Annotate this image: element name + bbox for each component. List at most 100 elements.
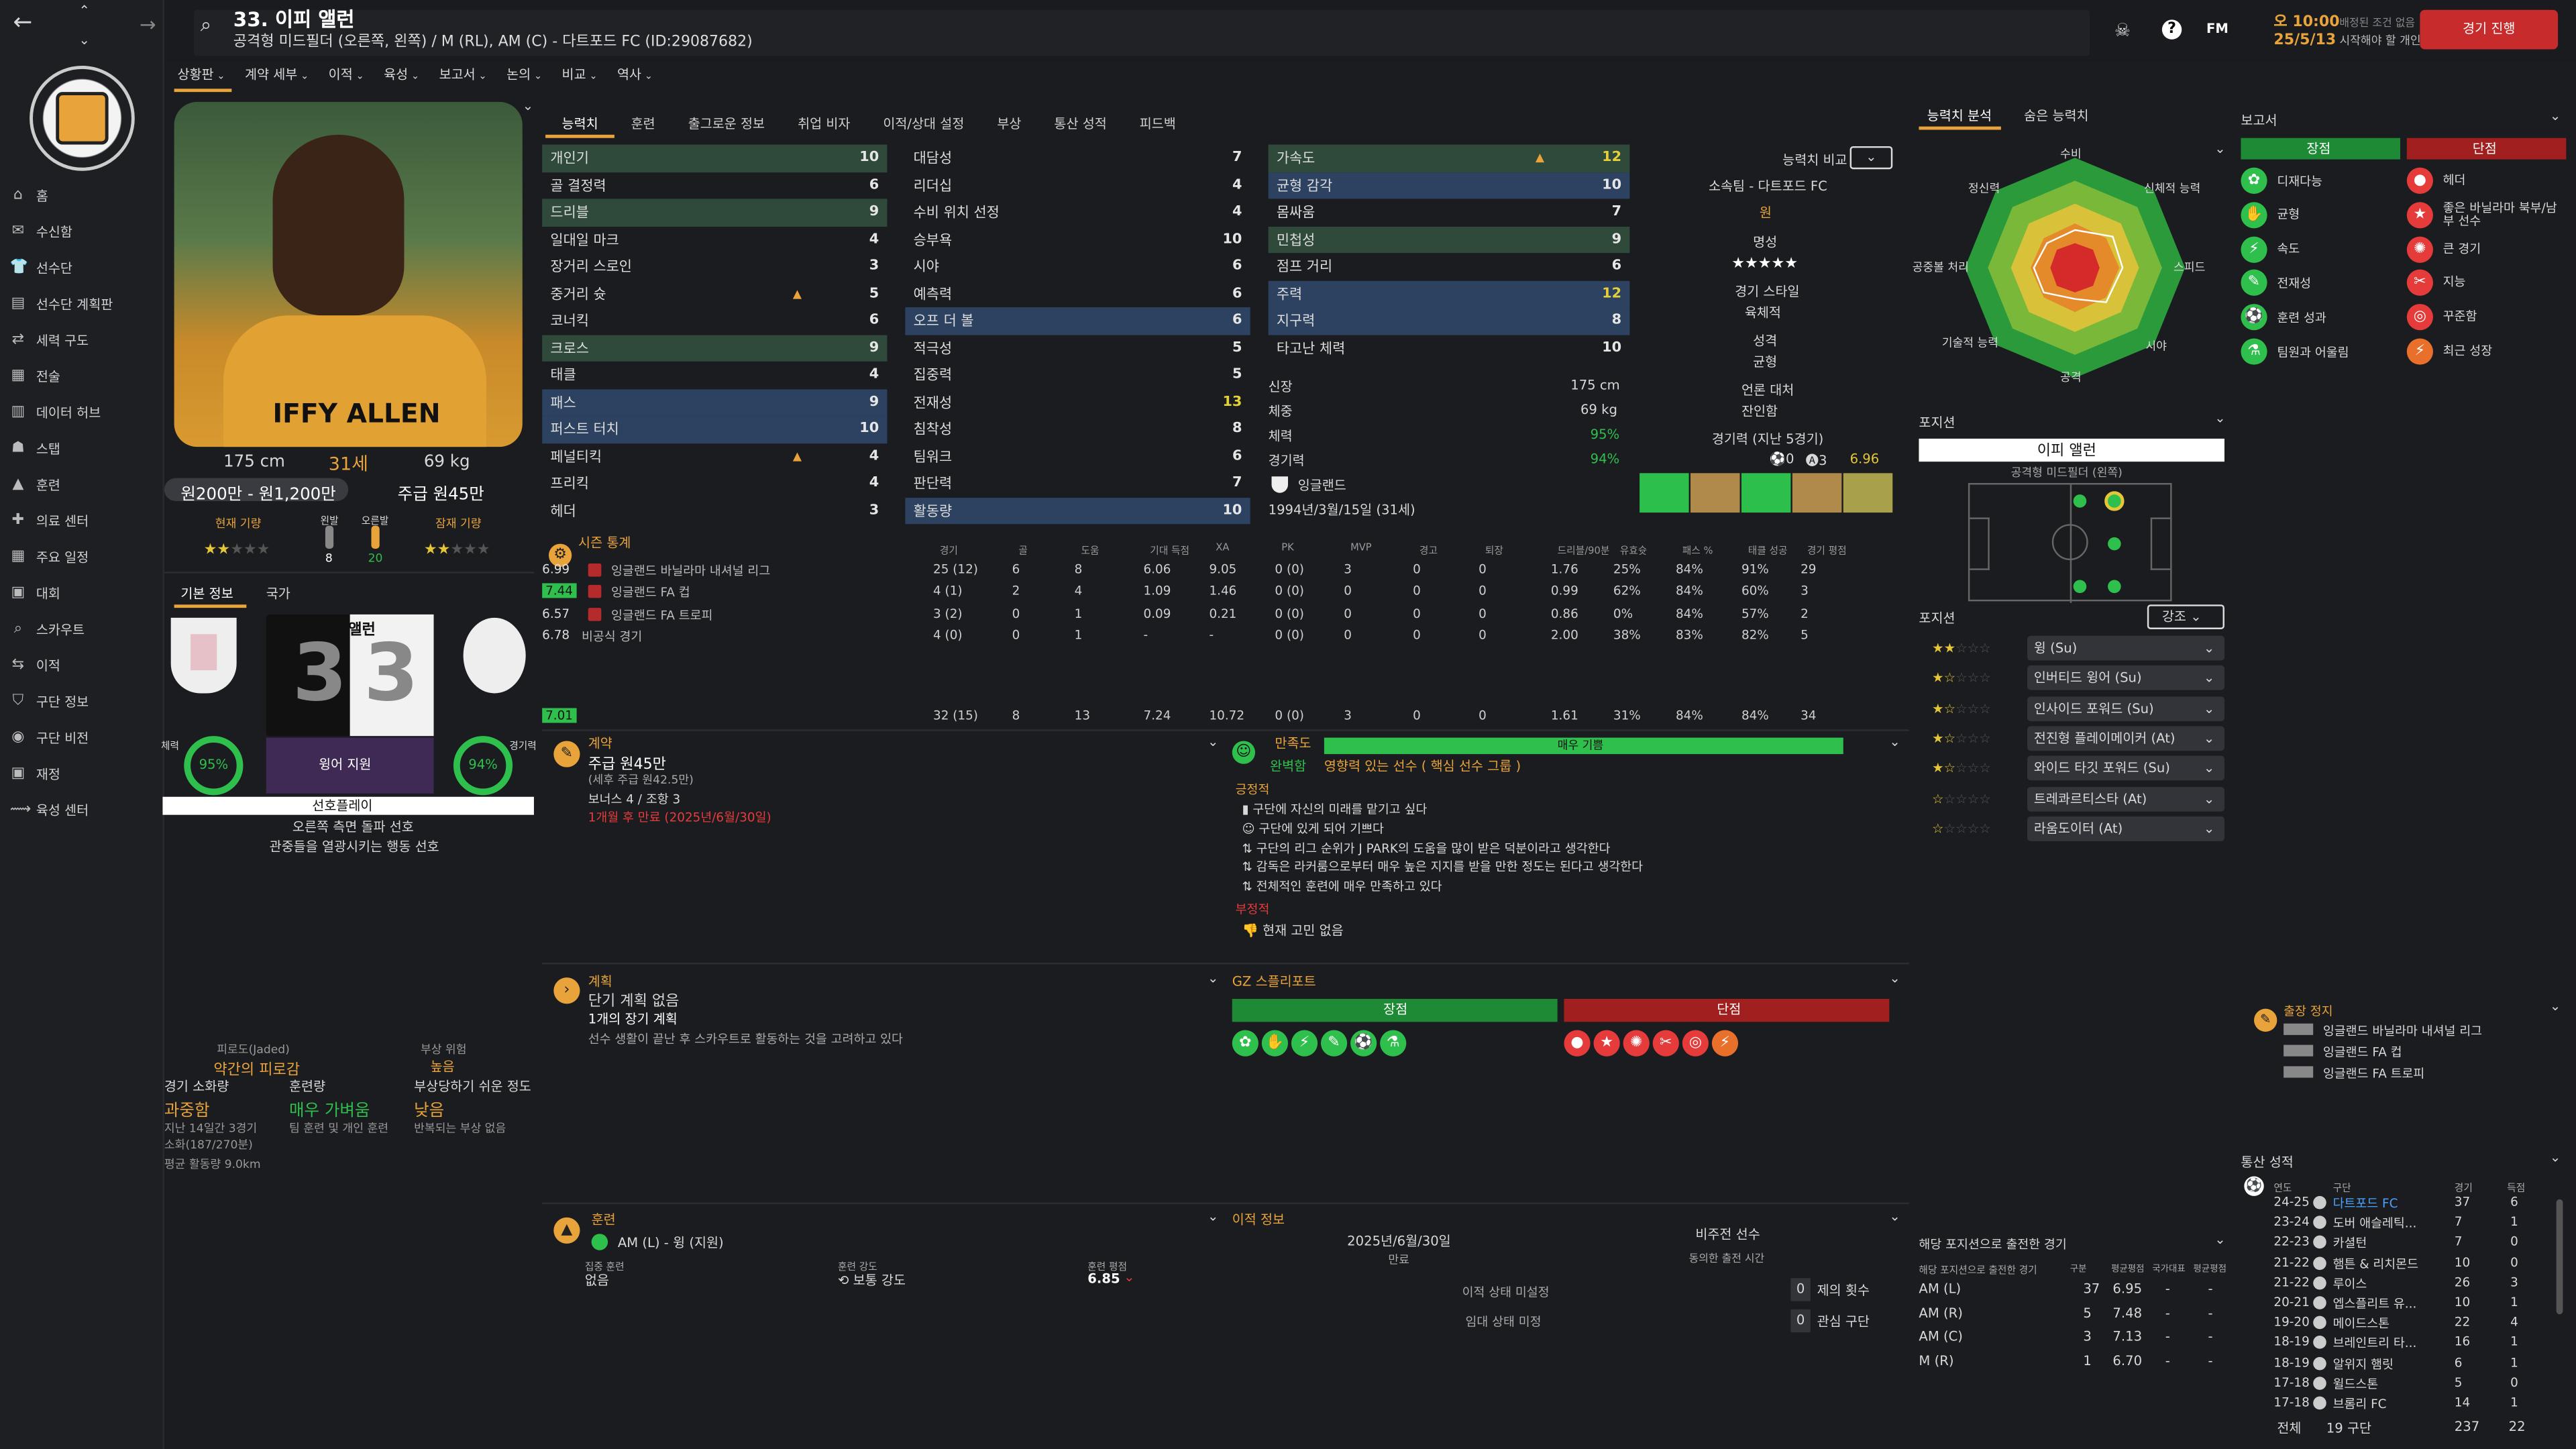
form-bar[interactable] xyxy=(1640,473,1689,513)
tab-5[interactable]: 부상 xyxy=(997,116,1022,131)
report-pro-item[interactable]: ⚡ 속도 xyxy=(2241,234,2300,264)
table-row[interactable]: 잉글랜드 FA 컵 4 (1) 2 4 1.09 1.46 0 (0) 0 0 0 0.99 62% 8… xyxy=(542,584,1906,603)
attribute-row[interactable]: 골 결정력 6 xyxy=(542,172,887,199)
sidebar-item-9[interactable]: ✚ 의료 센터 xyxy=(0,502,164,539)
attribute-row[interactable]: 프리킥 4 xyxy=(542,470,887,496)
attribute-row[interactable]: 집중력 5 xyxy=(905,362,1250,388)
plans-chevron-icon[interactable]: ⌄ xyxy=(1208,971,1219,986)
club-cell[interactable]: 브레인트리 타... xyxy=(2332,1336,2417,1352)
role-select[interactable]: 인사이드 포워드 (Su) ⌄ xyxy=(2027,696,2224,721)
career-chevron-icon[interactable]: ⌄ xyxy=(2549,1150,2561,1165)
report-con-item[interactable]: ★ 좋은 바닐라마 북부/남부 선수 xyxy=(2406,200,2565,229)
trait-icon[interactable]: ● xyxy=(1564,1030,1591,1057)
club-cell[interactable]: 햄튼 & 리치몬드 xyxy=(2332,1256,2419,1271)
attribute-row[interactable]: 헤더 3 xyxy=(542,497,887,524)
season-stats-header[interactable]: 시즌 통계 xyxy=(578,535,631,551)
tab-1[interactable]: 훈련 xyxy=(631,116,655,131)
training-chevron-icon[interactable]: ⌄ xyxy=(1208,1209,1219,1224)
attribute-row[interactable]: 승부욕 10 xyxy=(905,226,1250,253)
club-cell[interactable]: 메이드스톤 xyxy=(2332,1316,2390,1332)
season-col[interactable]: 퇴장 xyxy=(1485,545,1503,557)
trait-icon[interactable]: ✋ xyxy=(1261,1030,1289,1057)
scout-chevron-icon[interactable]: ⌄ xyxy=(1889,971,1900,986)
menu-item-4[interactable]: 보고서 ⌄ xyxy=(439,66,487,84)
attribute-row[interactable]: 퍼스트 터치 10 xyxy=(542,415,888,443)
plans-header[interactable]: 계획 xyxy=(588,974,612,989)
positions-list-header[interactable]: 포지션 xyxy=(1919,611,1955,627)
radar-chevron-icon[interactable]: ⌄ xyxy=(2214,141,2226,156)
tab-7[interactable]: 피드백 xyxy=(1139,116,1176,131)
sidebar-item-8[interactable]: ▲ 훈련 xyxy=(0,467,164,503)
tab-2[interactable]: 출그로운 정보 xyxy=(688,116,765,131)
season-col[interactable]: 경고 xyxy=(1419,545,1438,557)
trait-icon[interactable]: ✿ xyxy=(1232,1030,1258,1057)
season-col[interactable]: 도움 xyxy=(1081,545,1099,557)
search-icon[interactable]: ⌕ xyxy=(200,13,212,36)
attribute-row[interactable]: 일대일 마크 4 xyxy=(542,226,887,253)
skull-icon[interactable]: ☠ xyxy=(2114,19,2131,42)
attribute-row[interactable]: 태클 4 xyxy=(542,362,887,388)
table-row[interactable]: 18-19 알위지 햄릿 6 1 xyxy=(2273,1354,2553,1373)
sidebar-item-15[interactable]: ◉ 구단 비전 xyxy=(0,720,164,756)
table-row[interactable]: 24-25 다트포드 FC 37 6 xyxy=(2273,1194,2553,1212)
season-col[interactable]: MVP xyxy=(1350,542,1372,554)
attribute-row[interactable]: 예측력 6 xyxy=(905,280,1250,307)
report-pro-item[interactable]: ✿ 디재다능 xyxy=(2241,166,2322,195)
role-select[interactable]: 트레콰르티스타 (At) ⌄ xyxy=(2027,786,2224,811)
pos-played-chevron-icon[interactable]: ⌄ xyxy=(2214,1232,2226,1247)
report-pro-item[interactable]: ✋ 균형 xyxy=(2241,200,2300,229)
sidebar-item-4[interactable]: ⇄ 세력 구도 xyxy=(0,322,164,358)
table-row[interactable]: 21-22 루이스 26 3 xyxy=(2273,1275,2553,1293)
report-chevron-icon[interactable]: ⌄ xyxy=(2549,108,2561,123)
club-cell[interactable]: 도버 애슬레틱... xyxy=(2332,1216,2417,1231)
menu-item-7[interactable]: 역사 ⌄ xyxy=(617,66,653,84)
scout-header[interactable]: GZ 스플리포트 xyxy=(1232,974,1316,989)
attribute-row[interactable]: 중거리 슛 ▲ 5 xyxy=(542,280,887,307)
menu-item-5[interactable]: 논의 ⌄ xyxy=(506,66,542,84)
role-select[interactable]: 윙 (Su) ⌄ xyxy=(2027,635,2224,661)
transfer-chevron-icon[interactable]: ⌄ xyxy=(1889,1209,1900,1224)
back-arrow-icon[interactable]: ← xyxy=(13,9,33,36)
attribute-row[interactable]: 몸싸움 7 xyxy=(1269,199,1630,225)
season-col[interactable]: 기대 득점 xyxy=(1150,545,1190,557)
attribute-row[interactable]: 코너킥 6 xyxy=(542,307,887,334)
table-row[interactable]: AM (C) 3 7.13 - - xyxy=(1919,1330,2231,1349)
report-con-item[interactable]: ⚡ 최근 성장 xyxy=(2406,337,2565,366)
contract-header[interactable]: 계약 xyxy=(588,736,612,751)
sidebar-item-17[interactable]: ⟿ 육성 센터 xyxy=(0,792,164,828)
attribute-row[interactable]: 점프 거리 6 xyxy=(1269,253,1630,280)
position-chevron-icon[interactable]: ⌄ xyxy=(2214,411,2226,426)
report-pro-item[interactable]: ⚽ 훈련 성과 xyxy=(2241,303,2326,332)
sidebar-item-5[interactable]: ▦ 전술 xyxy=(0,358,164,394)
attribute-row[interactable]: 페널티킥 ▲ 4 xyxy=(542,443,887,470)
attribute-row[interactable]: 수비 위치 선정 4 xyxy=(905,199,1250,225)
career-col[interactable]: 구단 xyxy=(2332,1183,2351,1195)
report-con-item[interactable]: ● 헤더 xyxy=(2406,166,2565,195)
table-row[interactable]: 22-23 카셜턴 7 0 xyxy=(2273,1234,2553,1252)
attribute-row[interactable]: 주력 12 xyxy=(1268,280,1630,307)
table-row[interactable]: 잉글랜드 바닐라마 내셔널 리그 25 (12) 6 8 6.06 9.05 0 (0) 3 0… xyxy=(542,562,1906,582)
attribute-row[interactable]: 전재성 13 xyxy=(905,388,1250,415)
table-row[interactable]: 17-18 브롬리 FC 14 1 xyxy=(2273,1395,2553,1413)
role-select[interactable]: 와이드 타깃 포워드 (Su) ⌄ xyxy=(2027,755,2224,781)
tab-nation[interactable]: 국가 xyxy=(266,586,290,602)
attribute-row[interactable]: 패스 9 xyxy=(542,388,888,416)
report-con-item[interactable]: ✺ 큰 경기 xyxy=(2406,234,2565,264)
pos-col[interactable]: 평균평점 xyxy=(2193,1265,2227,1275)
attribute-row[interactable]: 가속도 ▲ 12 xyxy=(1268,144,1630,172)
season-col[interactable]: 경기 평점 xyxy=(1807,545,1847,557)
position-filter[interactable]: 강조 ⌄ xyxy=(2147,604,2224,629)
table-row[interactable]: 18-19 브레인트리 타... 16 1 xyxy=(2273,1335,2553,1353)
club-cell[interactable]: 윌드스톤 xyxy=(2332,1376,2379,1391)
happiness-chevron-icon[interactable]: ⌄ xyxy=(1889,734,1900,749)
search-box[interactable] xyxy=(193,9,2090,56)
pos-col[interactable]: 평균평점 xyxy=(2110,1265,2145,1275)
menu-item-2[interactable]: 이적 ⌄ xyxy=(329,66,364,84)
season-col[interactable]: PK xyxy=(1281,542,1294,554)
transfer-header[interactable]: 이적 정보 xyxy=(1232,1212,1285,1228)
help-icon[interactable]: ? xyxy=(2161,19,2182,40)
attribute-row[interactable]: 장거리 스로인 3 xyxy=(542,253,887,280)
sidebar-item-0[interactable]: ⌂ 홈 xyxy=(0,177,164,213)
season-col[interactable]: 유효슛 xyxy=(1619,545,1648,557)
compare-dropdown[interactable]: ⌄ xyxy=(1849,146,1893,170)
